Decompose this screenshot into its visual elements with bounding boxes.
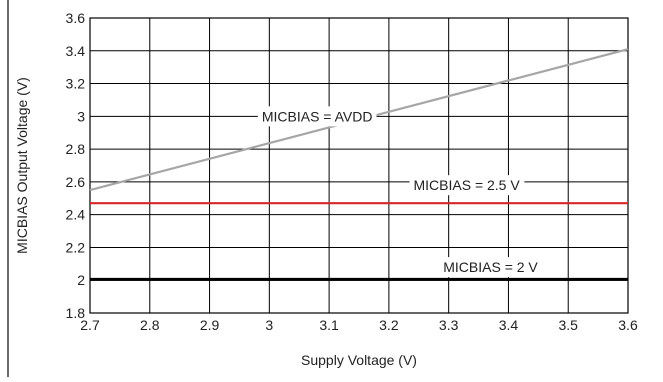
y-tick-label: 3	[77, 108, 85, 124]
x-tick-label: 3	[265, 317, 273, 333]
x-tick-label: 2.7	[80, 317, 100, 333]
y-axis-label: MICBIAS Output Voltage (V)	[14, 77, 30, 254]
x-tick-label: 3.4	[499, 317, 519, 333]
y-tick-label: 2.8	[66, 141, 86, 157]
x-tick-label: 3.6	[618, 317, 638, 333]
x-tick-label: 3.2	[379, 317, 399, 333]
x-tick-label: 2.8	[140, 317, 160, 333]
y-tick-label: 3.6	[66, 10, 86, 26]
series-annotation-3: MICBIAS = 2 V	[443, 259, 538, 275]
y-tick-label: 3.4	[66, 43, 86, 59]
y-tick-label: 2.2	[66, 239, 86, 255]
y-tick-label: 2.4	[66, 207, 86, 223]
x-tick-label: 3.5	[558, 317, 578, 333]
x-tick-label: 3.3	[439, 317, 459, 333]
series-annotation-1: MICBIAS = AVDD	[262, 108, 373, 124]
y-tick-label: 2.6	[66, 174, 86, 190]
annotation-background-3	[439, 257, 543, 278]
y-tick-label: 3.2	[66, 76, 86, 92]
x-tick-label: 3.1	[319, 317, 339, 333]
y-tick-label: 1.8	[66, 305, 86, 321]
plot-area	[90, 18, 628, 313]
x-tick-label: 2.9	[200, 317, 220, 333]
annotation-background-1	[257, 106, 377, 127]
y-tick-label: 2	[77, 272, 85, 288]
x-axis-label: Supply Voltage (V)	[301, 352, 417, 368]
series-annotation-2: MICBIAS = 2.5 V	[413, 177, 520, 193]
plot-border	[89, 17, 629, 314]
annotation-background-2	[409, 175, 525, 196]
